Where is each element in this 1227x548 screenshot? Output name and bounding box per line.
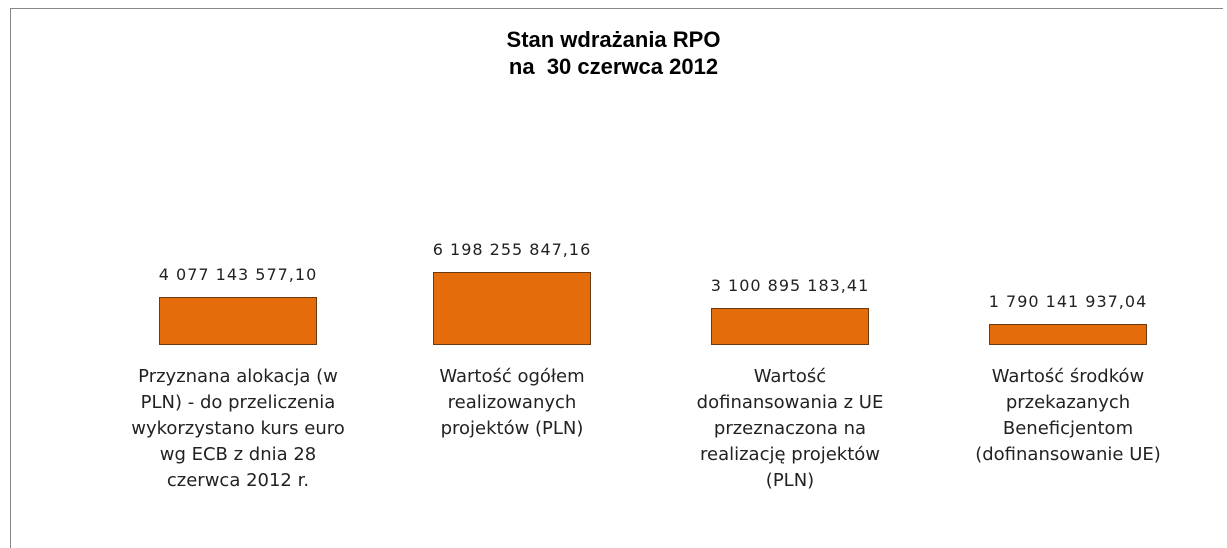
chart-frame — [10, 8, 1223, 548]
bar — [711, 308, 869, 345]
value-label: 1 790 141 937,04 — [988, 291, 1148, 311]
bar — [433, 272, 591, 345]
value-label: 3 100 895 183,41 — [710, 276, 870, 296]
x-tick-label: Wartość środków przekazanych Beneficjent… — [975, 366, 1161, 465]
chart-title: Stan wdrażania RPO na 30 czerwca 2012 — [506, 27, 721, 79]
bar — [159, 296, 317, 345]
value-label: 4 077 143 577,10 — [158, 264, 318, 284]
x-tick-label: Wartość dofinansowania z UE przeznaczona… — [696, 366, 884, 491]
x-tick-label: Wartość ogółem realizowanych projektów (… — [439, 366, 585, 439]
x-tick-label: Przyznana alokacja (w PLN) - do przelicz… — [131, 366, 345, 491]
bar — [989, 323, 1147, 345]
value-label: 6 198 255 847,16 — [432, 240, 592, 259]
